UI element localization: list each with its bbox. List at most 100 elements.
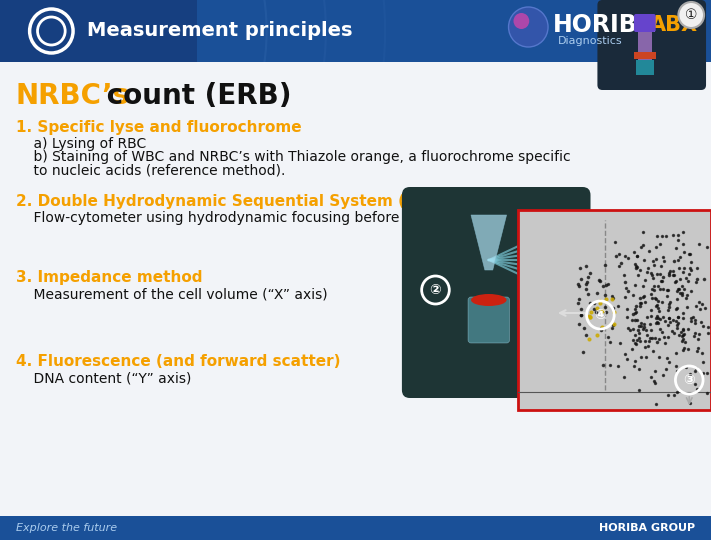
Point	[656, 298, 667, 306]
Point	[629, 260, 640, 269]
Point	[683, 276, 694, 285]
Point	[592, 288, 603, 297]
Point	[606, 295, 618, 303]
Point	[615, 339, 626, 347]
Point	[652, 281, 664, 290]
Point	[631, 264, 642, 272]
Point	[635, 321, 647, 330]
Point	[639, 342, 651, 351]
Point	[678, 309, 689, 318]
Point	[663, 300, 675, 309]
Point	[642, 264, 654, 273]
Point	[649, 367, 660, 375]
Point	[649, 295, 661, 303]
Point	[682, 325, 693, 333]
FancyBboxPatch shape	[598, 0, 706, 90]
Point	[609, 237, 621, 246]
Point	[685, 317, 696, 326]
Bar	[638, 20, 652, 75]
Point	[630, 302, 642, 310]
Point	[690, 364, 701, 373]
Point	[678, 334, 689, 343]
Point	[661, 365, 672, 374]
Circle shape	[508, 7, 548, 47]
Point	[674, 275, 685, 284]
Point	[639, 298, 651, 306]
Text: 3. Impedance method: 3. Impedance method	[16, 270, 202, 285]
Point	[669, 257, 680, 266]
Point	[644, 319, 655, 328]
Point	[691, 264, 703, 273]
Point	[667, 231, 679, 239]
Point	[663, 302, 675, 311]
Point	[671, 287, 683, 296]
Point	[662, 333, 674, 341]
Point	[654, 325, 666, 333]
Point	[678, 331, 689, 340]
Point	[644, 334, 655, 342]
Point	[691, 275, 703, 284]
Point	[651, 232, 662, 240]
Point	[657, 276, 668, 285]
Point	[677, 313, 688, 322]
Point	[611, 252, 622, 260]
Point	[671, 304, 683, 313]
Point	[595, 323, 606, 332]
Point	[575, 311, 587, 320]
Point	[677, 239, 688, 248]
Point	[697, 369, 708, 377]
Point	[664, 298, 675, 307]
Ellipse shape	[471, 294, 507, 306]
Point	[635, 293, 647, 302]
Point	[600, 295, 612, 303]
Text: a) Lysing of RBC: a) Lysing of RBC	[16, 137, 146, 151]
Point	[598, 361, 609, 370]
Point	[645, 326, 657, 334]
Point	[613, 250, 624, 259]
Point	[670, 277, 682, 286]
Point	[645, 290, 657, 299]
Point	[637, 325, 649, 333]
Point	[596, 323, 608, 332]
Point	[651, 269, 662, 278]
Point	[677, 326, 688, 334]
Point	[680, 294, 692, 302]
Point	[672, 294, 683, 303]
Point	[690, 301, 701, 310]
Point	[672, 231, 684, 240]
Point	[608, 319, 620, 328]
Bar	[634, 52, 656, 59]
Point	[634, 364, 645, 373]
Point	[641, 330, 652, 339]
Point	[618, 292, 630, 301]
Point	[673, 331, 685, 340]
Point	[572, 279, 584, 288]
Point	[689, 329, 701, 338]
Point	[597, 307, 608, 315]
Point	[583, 312, 595, 320]
Point	[681, 303, 693, 312]
Point	[621, 313, 633, 321]
Point	[690, 278, 702, 287]
Point	[657, 272, 669, 281]
Point	[629, 248, 640, 256]
Point	[648, 377, 660, 386]
Point	[670, 316, 681, 325]
Point	[658, 256, 670, 265]
Point	[633, 333, 644, 342]
Point	[637, 282, 649, 291]
Point	[670, 278, 681, 286]
Bar	[0, 62, 711, 516]
Point	[600, 303, 611, 312]
Point	[651, 338, 662, 346]
Point	[575, 311, 587, 320]
Point	[670, 305, 682, 314]
Point	[647, 347, 659, 356]
Bar	[0, 0, 197, 62]
Point	[631, 252, 643, 261]
Point	[691, 385, 703, 394]
Point	[671, 323, 683, 332]
Point	[672, 256, 683, 265]
Bar	[0, 516, 711, 540]
Point	[606, 292, 618, 300]
